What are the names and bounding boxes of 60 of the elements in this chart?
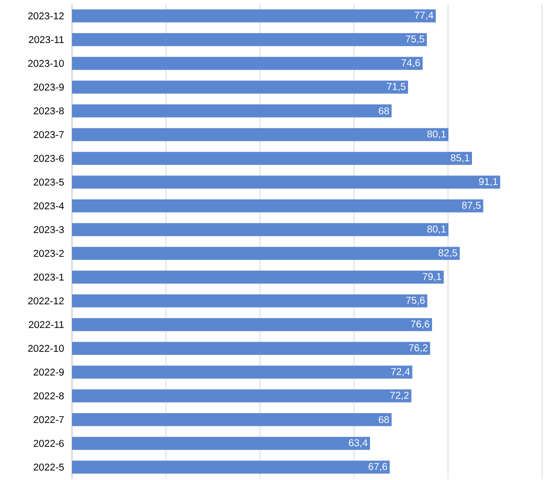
bar	[72, 246, 460, 260]
data-label: 91,1	[479, 178, 498, 186]
y-tick-label: 2023-1	[34, 274, 64, 281]
data-label: 87,5	[462, 202, 481, 210]
y-tick-label: 2022-9	[34, 368, 64, 376]
bar	[72, 366, 412, 379]
y-tick-label: 2022-10	[28, 344, 64, 352]
data-label: 63,4	[348, 439, 368, 448]
data-label: 76,6	[410, 320, 430, 329]
data-label: 79,1	[422, 273, 442, 282]
bar	[72, 389, 412, 402]
y-tick-label: 2023-4	[34, 202, 64, 210]
bar	[72, 9, 436, 22]
data-label: 72,4	[391, 368, 410, 376]
bar	[72, 33, 427, 46]
data-label: 80,1	[427, 130, 446, 139]
data-label: 68	[378, 416, 389, 424]
y-tick-label: 2023-5	[34, 178, 64, 186]
bar	[72, 436, 370, 450]
bar	[72, 342, 430, 355]
y-tick-label: 2022-11	[28, 321, 64, 328]
data-label: 68	[378, 107, 389, 114]
y-tick-label: 2022-7	[34, 416, 64, 424]
data-label: 72,2	[390, 392, 409, 400]
bar	[72, 56, 423, 70]
bar	[72, 176, 500, 189]
bar	[72, 152, 472, 165]
data-label: 75,5	[406, 36, 424, 44]
data-label: 67,6	[368, 463, 388, 472]
y-tick-label: 2023-11	[28, 36, 64, 44]
y-tick-label: 2023-8	[34, 107, 64, 114]
y-tick-label: 2023-3	[34, 226, 64, 234]
y-tick-label: 2023-2	[34, 250, 64, 257]
y-tick-label: 2022-5	[34, 464, 64, 471]
data-label: 75,6	[406, 296, 425, 305]
bar	[72, 199, 484, 212]
data-label: 77,4	[414, 12, 434, 20]
y-tick-label: 2023-12	[28, 12, 64, 20]
data-label: 82,5	[438, 249, 458, 258]
bar	[72, 294, 428, 308]
data-label: 71,5	[386, 83, 406, 92]
bar	[72, 318, 432, 332]
bar	[72, 460, 390, 474]
y-tick-label: 2023-6	[34, 154, 64, 162]
y-tick-label: 2023-9	[34, 84, 64, 91]
y-tick-label: 2022-6	[34, 440, 64, 447]
bar	[72, 104, 392, 118]
y-tick-label: 2023-7	[34, 131, 64, 138]
data-label: 74,6	[402, 59, 420, 68]
data-label: 76,2	[409, 344, 428, 352]
bar	[72, 270, 444, 284]
bar	[72, 128, 448, 142]
bar	[72, 413, 392, 426]
y-tick-label: 2022-12	[28, 297, 64, 304]
bar	[72, 80, 408, 94]
y-tick-label: 2022-8	[34, 392, 64, 400]
data-label: 85,1	[450, 154, 470, 162]
y-tick-label: 2023-10	[28, 60, 64, 67]
bar	[72, 223, 448, 236]
data-label: 80,1	[427, 226, 446, 234]
